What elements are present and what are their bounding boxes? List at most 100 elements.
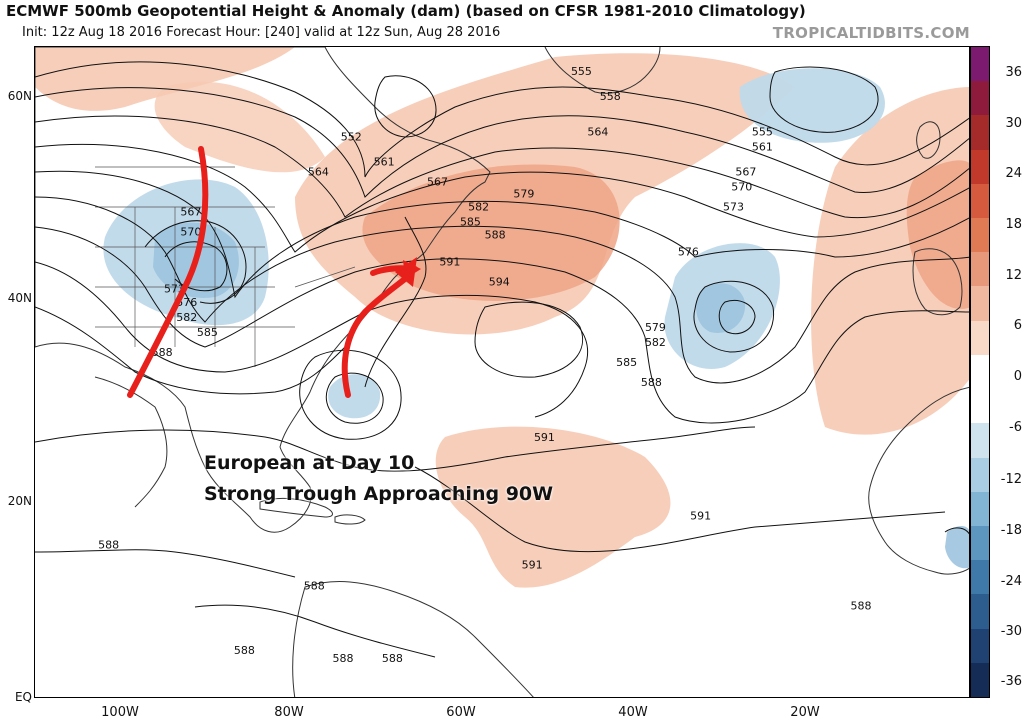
lat-label-40n: 40N <box>7 291 32 305</box>
map-panel: 5555525645615675555585645555615675705735… <box>34 46 970 698</box>
site-watermark: TROPICALTIDBITS.COM <box>772 24 970 42</box>
lat-label-20n: 20N <box>7 494 32 508</box>
colorbar-label: -12 <box>1000 472 1022 487</box>
contour-label: 570 <box>180 226 201 239</box>
map-subtitle: Init: 12z Aug 18 2016 Forecast Hour: [24… <box>22 25 501 40</box>
lon-label-60w: 60W <box>446 705 476 720</box>
height-contours <box>35 61 969 658</box>
contour-label: 591 <box>690 509 711 522</box>
contour-label: 579 <box>513 187 534 200</box>
contour-label: 582 <box>468 200 489 213</box>
contour-label: 585 <box>460 216 481 229</box>
lat-label-eq: EQ <box>14 690 32 704</box>
contour-label: 588 <box>851 600 872 613</box>
colorbar-label: 0 <box>1013 369 1022 384</box>
contour-label: 585 <box>616 356 637 369</box>
contour-label: 591 <box>439 256 460 269</box>
contour-label: 558 <box>600 90 621 103</box>
colorbar-label: 18 <box>1005 217 1022 232</box>
contour-label: 585 <box>197 326 218 339</box>
contour-label: 567 <box>735 165 756 178</box>
north-america-coast <box>35 47 491 533</box>
contour-labels: 5555525645615675555585645555615675705735… <box>98 65 872 665</box>
colorbar-segment <box>971 457 989 493</box>
positive-anomaly-west <box>154 81 325 173</box>
contour-label: 588 <box>234 644 255 657</box>
colorbar-segment <box>971 149 989 185</box>
contour-label: 588 <box>382 652 403 665</box>
colorbar-segment <box>971 662 989 698</box>
lat-label-60n: 60N <box>7 89 32 103</box>
colorbar-segment <box>971 286 989 322</box>
contour-label: 591 <box>522 559 543 572</box>
gulf-of-mexico-coast <box>94 376 168 508</box>
contour-label: 561 <box>752 140 773 153</box>
africa-coast <box>868 386 969 575</box>
colorbar-segment <box>971 218 989 253</box>
colorbar-segment <box>971 525 989 561</box>
positive-anomaly-subtropics <box>435 426 671 588</box>
colorbar-segment <box>971 628 989 664</box>
arrowhead-2 <box>403 260 421 279</box>
lon-label-40w: 40W <box>618 705 648 720</box>
contour-label: 588 <box>304 580 325 593</box>
iberia-coast <box>912 248 963 316</box>
colorbar-label: 30 <box>1005 116 1022 131</box>
colorbar-segment <box>971 423 989 459</box>
map-canvas: 5555525645615675555585645555615675705735… <box>35 47 969 697</box>
contour-label: 582 <box>176 311 197 324</box>
colorbar-label: -30 <box>1000 624 1022 639</box>
colorbar-label: -6 <box>1009 420 1022 435</box>
political-borders <box>95 166 356 367</box>
contour-label: 552 <box>341 130 362 143</box>
anomaly-colorbar <box>970 46 990 698</box>
colorbar-label: -18 <box>1000 523 1022 538</box>
colorbar-segment <box>971 183 989 219</box>
contour-label: 555 <box>752 125 773 138</box>
contour-label: 588 <box>98 539 119 552</box>
colorbar-segment <box>971 560 989 595</box>
contour-label: 567 <box>427 175 448 188</box>
colorbar-segment <box>971 389 989 424</box>
map-title: ECMWF 500mb Geopotential Height & Anomal… <box>6 2 806 20</box>
contour-label: 564 <box>308 165 329 178</box>
contour-label: 588 <box>485 229 506 242</box>
contour-label: 591 <box>534 431 555 444</box>
contour-label: 579 <box>645 321 666 334</box>
annotation-line-1: European at Day 10 <box>204 452 415 474</box>
contour-label: 582 <box>645 336 666 349</box>
british-isles <box>916 121 941 159</box>
negative-anomaly-west-africa <box>945 526 969 569</box>
cuba <box>259 497 333 518</box>
annotation-line-2: Strong Trough Approaching 90W <box>204 483 554 505</box>
colorbar-label: 24 <box>1005 166 1022 181</box>
contour-label: 594 <box>489 276 510 289</box>
contour-label: 567 <box>180 206 201 219</box>
contour-label: 573 <box>723 200 744 213</box>
colorbar-segment <box>971 47 989 82</box>
colorbar-segment <box>971 252 989 287</box>
colorbar-label: 12 <box>1005 268 1022 283</box>
colorbar-segment <box>971 354 989 390</box>
contour-label: 576 <box>678 246 699 259</box>
lon-label-80w: 80W <box>274 705 304 720</box>
colorbar-segment <box>971 81 989 116</box>
positive-anomaly-europe-core <box>906 160 969 309</box>
trough-axis-arrow <box>127 146 209 398</box>
hispaniola <box>334 514 366 525</box>
recurve-arrow-shaft <box>341 272 413 398</box>
contour-label: 570 <box>731 180 752 193</box>
contour-label: 588 <box>333 652 354 665</box>
positive-anomaly-north <box>35 47 295 111</box>
arrowheads <box>395 257 421 287</box>
colorbar-segment <box>971 491 989 527</box>
positive-anomaly-core <box>362 164 620 301</box>
colorbar-label: 36 <box>1005 65 1022 80</box>
colorbar-segment <box>971 320 989 356</box>
lon-label-100w: 100W <box>101 705 139 720</box>
contour-label: 561 <box>374 155 395 168</box>
contour-label: 564 <box>587 125 608 138</box>
colorbar-segment <box>971 115 989 151</box>
contour-label: 555 <box>571 65 592 78</box>
